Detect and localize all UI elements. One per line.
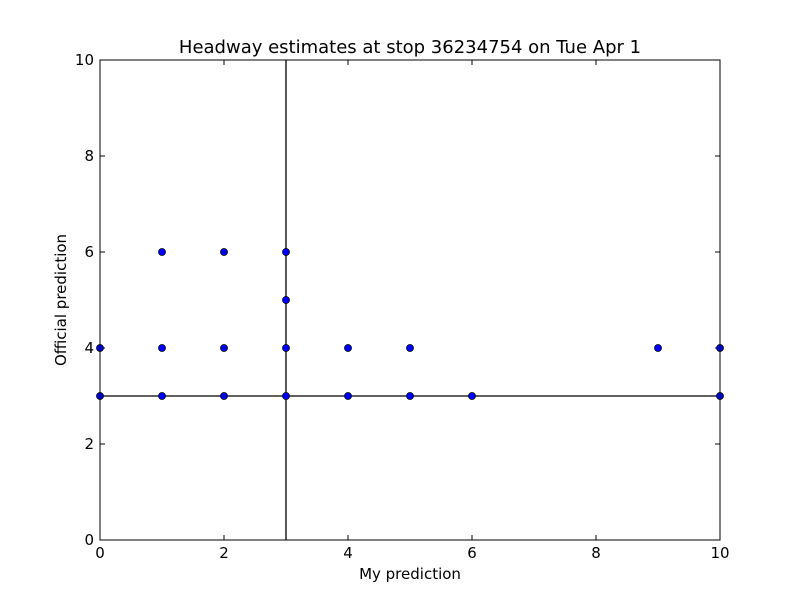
scatter-point <box>468 392 476 400</box>
x-tick-label: 0 <box>95 544 105 562</box>
scatter-point <box>406 392 414 400</box>
plot-frame <box>99 59 721 541</box>
scatter-point <box>158 392 166 400</box>
x-axis-label: My prediction <box>359 565 461 583</box>
scatter-point <box>344 392 352 400</box>
scatter-point <box>220 248 228 256</box>
scatter-point <box>282 296 290 304</box>
x-tick-label: 6 <box>467 544 477 562</box>
scatter-point <box>344 344 352 352</box>
chart-title: Headway estimates at stop 36234754 on Tu… <box>179 37 641 58</box>
scatter-point <box>282 344 290 352</box>
x-tick-label: 4 <box>343 544 353 562</box>
scatter-point <box>282 392 290 400</box>
x-tick-label: 8 <box>591 544 601 562</box>
scatter-point <box>282 248 290 256</box>
scatter-point <box>158 344 166 352</box>
y-tick-label: 2 <box>84 435 94 453</box>
y-tick-label: 0 <box>84 531 94 549</box>
scatter-point <box>220 392 228 400</box>
y-axis-label: Official prediction <box>52 234 70 366</box>
scatter-point <box>654 344 662 352</box>
x-tick-label: 2 <box>219 544 229 562</box>
y-tick-label: 4 <box>84 339 94 357</box>
scatter-point <box>406 344 414 352</box>
y-tick-label: 10 <box>75 51 94 69</box>
y-tick-label: 6 <box>84 243 94 261</box>
scatter-point <box>158 248 166 256</box>
scatter-point <box>220 344 228 352</box>
y-tick-label: 8 <box>84 147 94 165</box>
x-tick-label: 10 <box>710 544 729 562</box>
